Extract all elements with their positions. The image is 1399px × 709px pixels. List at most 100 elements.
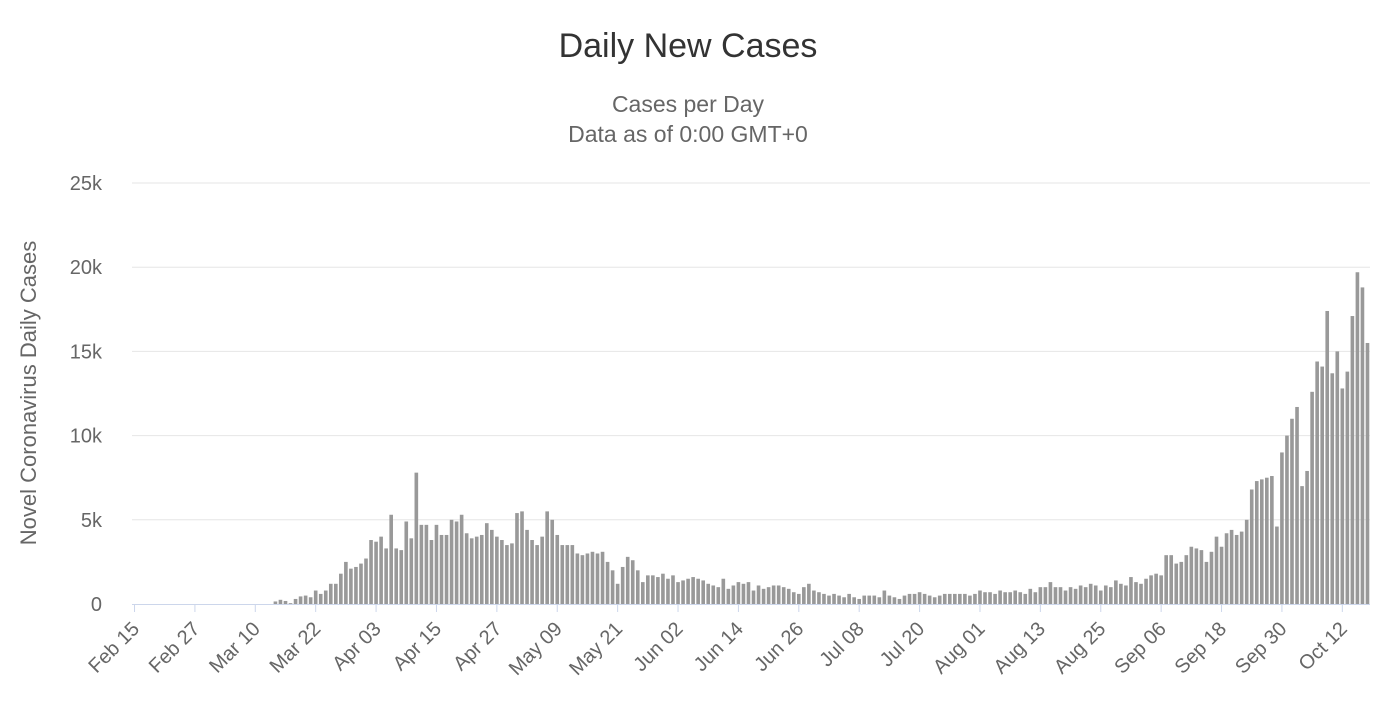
bar: [479, 534, 484, 604]
bar: [424, 524, 429, 604]
bar: [389, 514, 393, 604]
bar: [827, 595, 831, 604]
bar: [1053, 587, 1058, 604]
bar: [409, 538, 414, 604]
bar: [902, 595, 907, 604]
bar: [328, 583, 333, 604]
x-tick-label: Mar 10: [205, 618, 265, 678]
bar: [303, 595, 308, 604]
bar: [701, 580, 705, 604]
bar: [1199, 550, 1204, 604]
bar: [958, 593, 962, 604]
bar: [1295, 406, 1299, 604]
bar: [570, 545, 575, 604]
x-tick-label: Apr 27: [449, 618, 506, 675]
bar: [1194, 548, 1199, 604]
bar: [1300, 486, 1304, 604]
bar: [1008, 592, 1012, 604]
bar: [832, 593, 836, 604]
bar: [1345, 371, 1350, 604]
bar: [439, 534, 444, 604]
bar: [1350, 316, 1355, 604]
bar: [318, 593, 323, 604]
bar: [897, 598, 902, 604]
bar: [339, 573, 343, 604]
bar: [399, 550, 404, 604]
bar: [313, 590, 318, 604]
bar: [721, 578, 726, 604]
y-tick-label: 25k: [70, 173, 103, 195]
bar: [676, 582, 680, 604]
bar: [771, 585, 776, 604]
bar: [1340, 388, 1345, 604]
bar: [1134, 582, 1138, 604]
bar: [797, 593, 801, 604]
bar: [756, 585, 761, 604]
bar: [278, 599, 283, 604]
bar: [741, 583, 746, 604]
bar: [474, 536, 479, 604]
bar: [1124, 585, 1128, 604]
bar: [731, 585, 736, 604]
x-tick-label: Sep 06: [1110, 618, 1170, 678]
bar: [1023, 593, 1028, 604]
bar: [1033, 592, 1038, 604]
bar: [932, 597, 937, 604]
bar: [716, 587, 721, 604]
bar: [1325, 310, 1330, 604]
bar: [1018, 592, 1023, 604]
bar: [1204, 561, 1209, 604]
bar: [469, 538, 474, 604]
bar: [867, 595, 872, 604]
bar: [1093, 585, 1098, 604]
bar: [610, 570, 615, 604]
bar: [872, 595, 877, 604]
bar: [1330, 373, 1335, 604]
bar: [786, 588, 791, 604]
bar: [1305, 470, 1309, 604]
bar: [973, 593, 977, 604]
bar: [917, 592, 922, 604]
bar: [464, 533, 469, 604]
bar: [1265, 477, 1269, 604]
x-tick-label: Aug 25: [1050, 618, 1110, 678]
bar: [1365, 342, 1370, 604]
bar: [459, 514, 464, 604]
bar: [364, 558, 368, 604]
bar: [882, 590, 887, 604]
bar: [927, 595, 932, 604]
bar: [1003, 592, 1007, 604]
bar: [575, 553, 580, 604]
chart-subtitle-line-1: Cases per Day: [612, 91, 765, 117]
bar: [646, 575, 650, 604]
bar: [349, 568, 353, 604]
bar: [308, 597, 313, 604]
bar: [776, 585, 781, 604]
x-tick-label: Oct 12: [1295, 618, 1352, 675]
chart-subtitle-line-2: Data as of 0:00 GMT+0: [568, 121, 808, 147]
bar: [1275, 526, 1279, 604]
x-tick-label: Jul 20: [876, 618, 929, 671]
bar: [384, 548, 388, 604]
bar: [1073, 588, 1078, 604]
bar: [590, 551, 595, 604]
bar: [359, 563, 363, 604]
bar: [1058, 587, 1063, 604]
bar: [1028, 588, 1033, 604]
bar: [666, 578, 670, 604]
bar: [1249, 489, 1254, 604]
bar: [540, 536, 544, 604]
bar: [630, 560, 635, 604]
bar: [1103, 585, 1108, 604]
bar: [686, 578, 690, 604]
bar: [877, 597, 882, 604]
bar: [953, 593, 957, 604]
bar: [404, 521, 409, 604]
bar: [323, 590, 328, 604]
bar: [500, 540, 504, 604]
y-tick-label: 10k: [70, 426, 103, 448]
bar: [1254, 481, 1259, 604]
bar: [298, 596, 303, 604]
bar: [1013, 590, 1018, 604]
